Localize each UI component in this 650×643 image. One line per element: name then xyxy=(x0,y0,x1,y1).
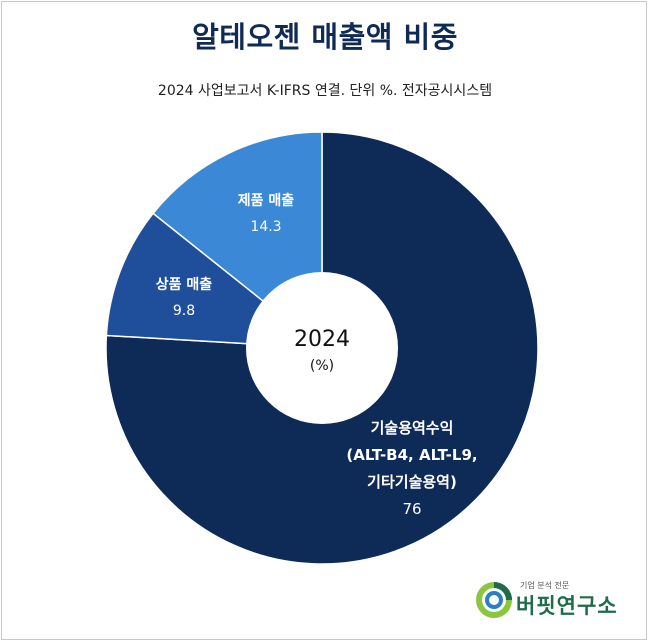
slice-name-label-0: 기술용역수익 xyxy=(371,419,454,437)
slice-value-label-2: 14.3 xyxy=(250,219,281,235)
slice-name-label-1: 상품 매출 xyxy=(156,276,213,293)
slice-name-label-0: 기타기술용역) xyxy=(367,473,457,491)
slice-value-label-1: 9.8 xyxy=(173,303,195,319)
logo-mark-icon xyxy=(476,582,512,618)
logo-name: 버핏연구소 xyxy=(516,594,618,618)
brand-logo: 기업 분석 전문 버핏연구소 xyxy=(476,578,636,624)
slice-value-label-0: 76 xyxy=(402,500,421,518)
slice-name-label-0: (ALT-B4, ALT-L9, xyxy=(346,446,477,464)
slice-name-label-2: 제품 매출 xyxy=(238,192,295,209)
center-year-label: 2024 xyxy=(294,327,350,352)
chart-title: 알테오젠 매출액 비중 xyxy=(192,20,458,54)
logo-tagline: 기업 분석 전문 xyxy=(520,581,570,590)
center-unit-label: (%) xyxy=(310,358,334,374)
donut-hole xyxy=(246,272,398,424)
chart-subtitle: 2024 사업보고서 K-IFRS 연결. 단위 %. 전자공시시스템 xyxy=(157,83,493,99)
